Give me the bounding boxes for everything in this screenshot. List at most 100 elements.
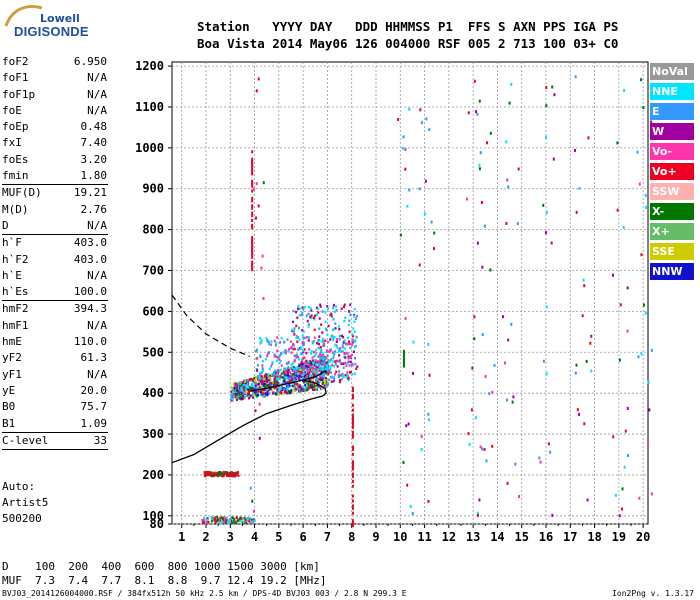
echo-point: [235, 473, 238, 476]
echo-point: [279, 359, 282, 363]
echo-point: [295, 324, 298, 328]
echo-point: [307, 305, 310, 309]
echo-point: [309, 365, 312, 369]
echo-point: [326, 340, 329, 344]
echo-point: [303, 361, 306, 364]
echo-point: [344, 373, 347, 377]
echo-point: [313, 364, 316, 367]
vertical-echo-point: [402, 364, 405, 368]
noise-point: [402, 460, 405, 464]
param-label: yF1: [2, 367, 22, 381]
noise-point: [550, 241, 553, 245]
noise-point: [406, 483, 409, 487]
echo-point: [309, 360, 312, 363]
echo-point: [301, 376, 304, 380]
noise-point: [585, 359, 588, 363]
echo-point: [315, 306, 318, 310]
echo-point: [315, 313, 318, 316]
echo-point: [226, 473, 229, 476]
echo-point: [313, 368, 316, 371]
echo-point: [254, 379, 257, 383]
echo-point: [293, 373, 296, 377]
echo-point: [351, 343, 354, 347]
echo-point: [252, 396, 255, 399]
legend-item-x: X+: [650, 223, 694, 240]
noise-point: [470, 408, 473, 412]
echo-point: [260, 382, 263, 386]
echo-point: [313, 384, 316, 387]
echo-point: [318, 335, 321, 338]
echo-point: [347, 336, 350, 339]
software-version: Ion2Png v. 1.3.17: [612, 589, 694, 598]
echo-point: [332, 356, 335, 360]
echo-point: [213, 474, 216, 477]
x-tick-label: 19: [612, 530, 626, 544]
noise-point: [545, 305, 548, 309]
echo-point: [320, 340, 323, 343]
echo-point: [249, 517, 252, 520]
noise-point: [397, 117, 400, 121]
echo-point: [310, 350, 313, 353]
x-tick-label: 1: [178, 530, 185, 544]
echo-point: [273, 378, 276, 381]
vertical-echo-point: [351, 504, 354, 508]
auto-code: 500200: [2, 512, 42, 525]
echo-point: [308, 348, 311, 351]
noise-point: [256, 368, 259, 372]
echo-point: [280, 387, 283, 390]
noise-point: [510, 322, 513, 326]
noise-point: [583, 284, 586, 288]
vertical-echo-point: [251, 206, 254, 210]
echo-point: [326, 365, 329, 368]
echo-point: [222, 472, 225, 476]
noise-point: [576, 408, 579, 412]
echo-point: [343, 303, 346, 307]
noise-point: [402, 146, 405, 150]
param-value: 110.0: [73, 335, 107, 349]
y-tick-label: 800: [142, 223, 164, 237]
noise-point: [623, 89, 626, 93]
echo-point: [246, 518, 249, 521]
logo-digisonde-text: DIGISONDE: [14, 24, 89, 39]
echo-point: [347, 378, 350, 382]
echo-point: [338, 354, 341, 357]
echo-point: [265, 380, 268, 384]
echo-point: [251, 378, 254, 382]
noise-point: [486, 141, 489, 145]
x-tick-label: 11: [417, 530, 431, 544]
file-info-footer: BVJ03_2014126004000.RSF / 384fx512h 50 k…: [2, 589, 407, 598]
echo-point: [259, 371, 262, 375]
echo-point: [260, 390, 263, 393]
echo-point: [276, 356, 279, 359]
echo-point: [335, 344, 338, 347]
echo-point: [251, 382, 254, 386]
echo-point: [206, 517, 209, 520]
echo-point: [276, 380, 279, 383]
param-value: 1.80: [80, 169, 108, 183]
echo-point: [231, 516, 234, 519]
echo-point: [286, 338, 289, 341]
param-label: foF1p: [2, 87, 36, 101]
echo-point: [255, 395, 258, 399]
echo-point: [316, 381, 319, 384]
param-value: 100.0: [73, 285, 107, 299]
echo-point: [297, 305, 300, 308]
echo-point: [220, 471, 223, 474]
echo-point: [261, 364, 264, 367]
echo-point: [247, 395, 250, 398]
echo-point: [349, 346, 352, 350]
noise-point: [638, 182, 641, 186]
echo-point: [247, 380, 250, 383]
echo-point: [330, 335, 333, 339]
echo-point: [267, 340, 270, 344]
echo-point: [240, 385, 243, 388]
y-tick-label: 500: [142, 345, 164, 359]
echo-point: [238, 397, 241, 400]
echo-point: [287, 366, 290, 369]
noise-point: [642, 303, 645, 307]
echo-point: [314, 361, 317, 364]
noise-point: [257, 204, 260, 208]
echo-point: [270, 389, 273, 392]
echo-point: [256, 383, 259, 386]
echo-point: [343, 347, 346, 350]
